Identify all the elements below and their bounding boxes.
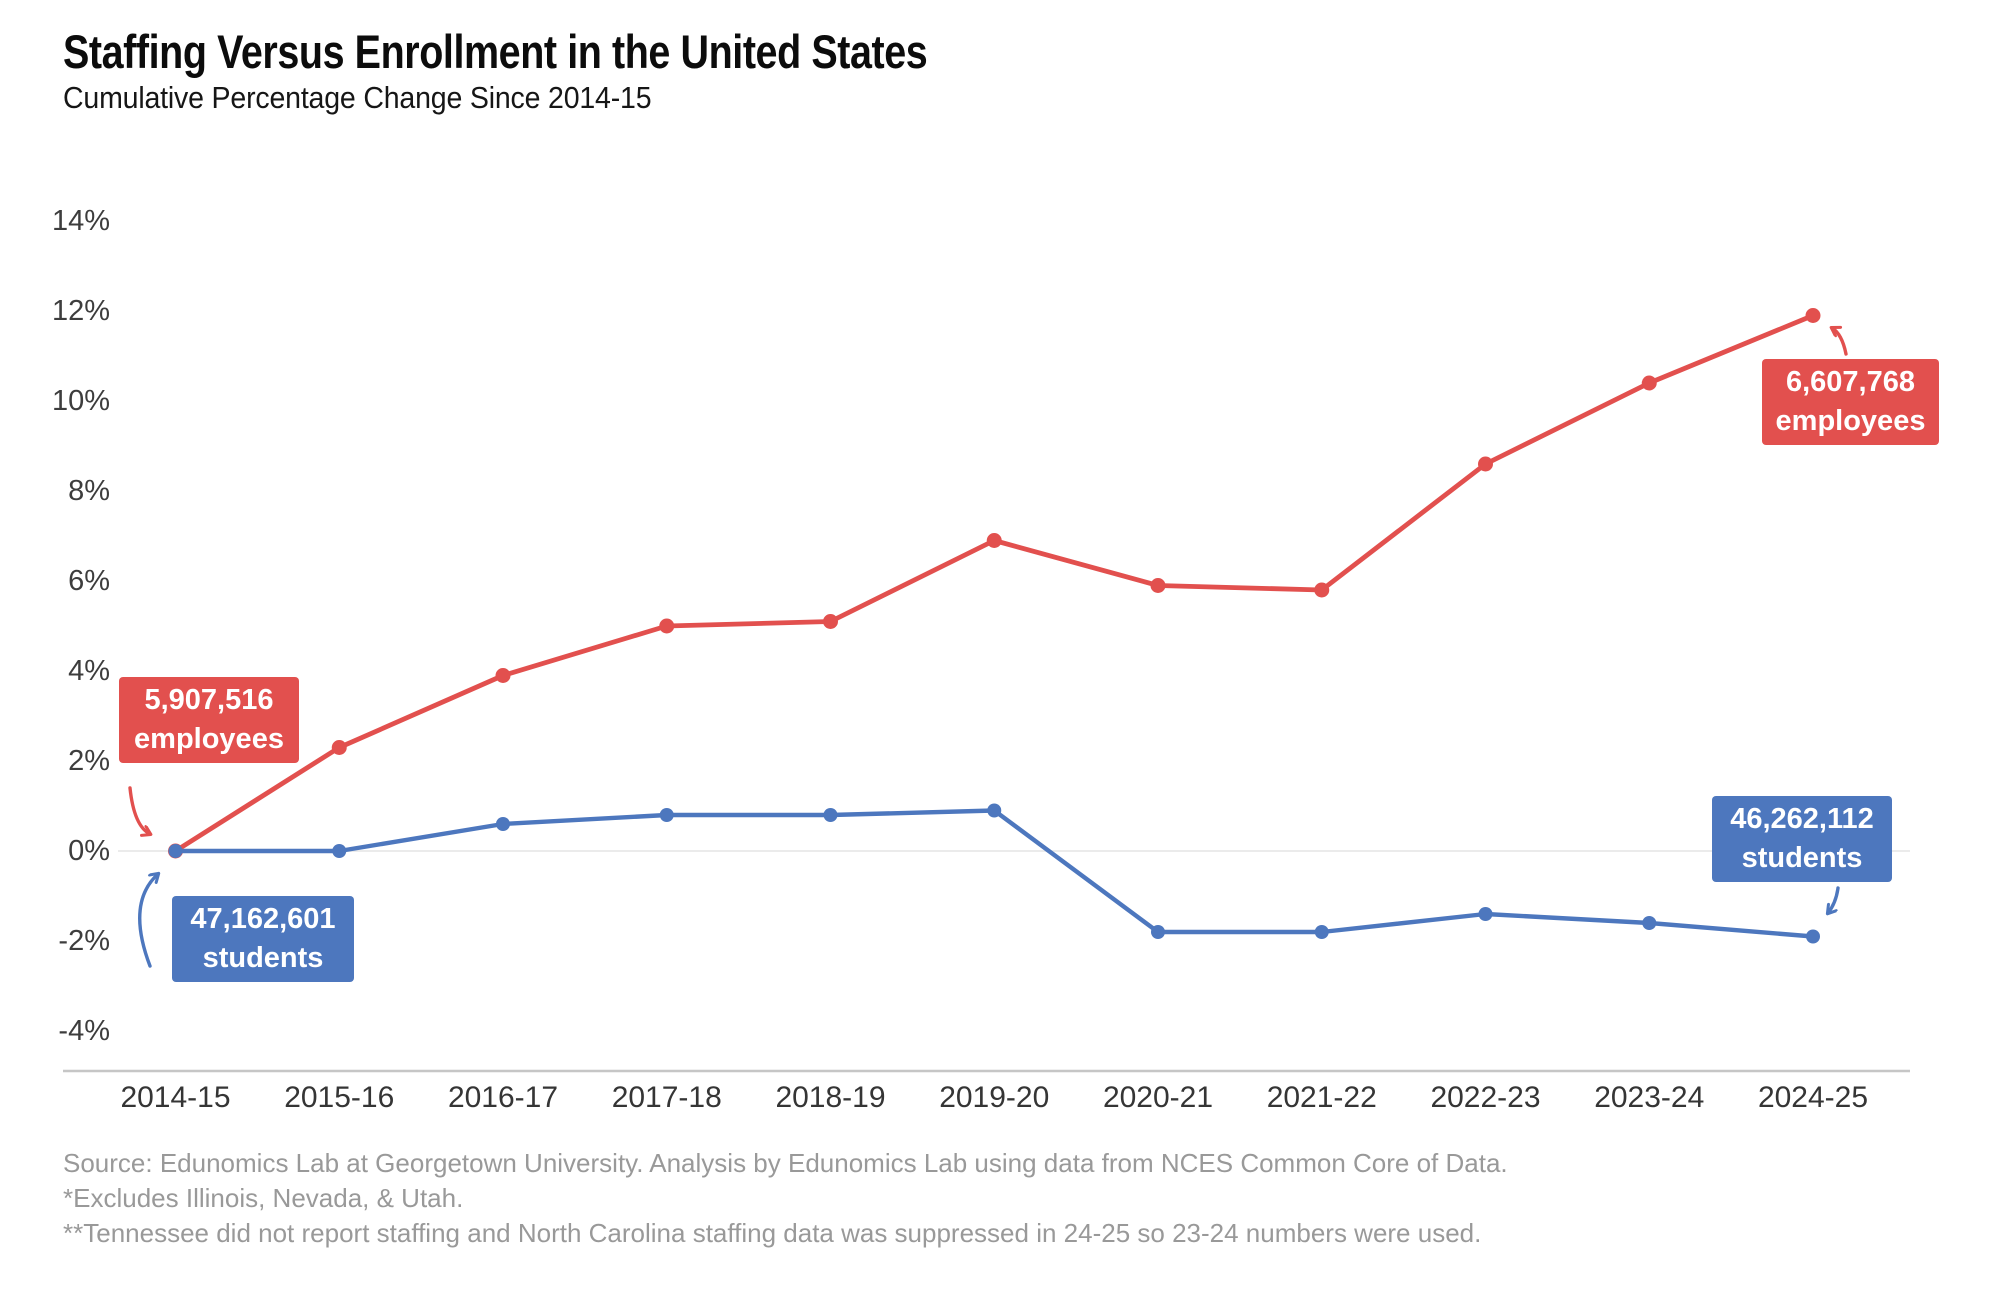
curved-arrow-students-end-icon xyxy=(1828,886,1840,913)
data-point-employees-2015-16 xyxy=(331,740,347,755)
data-point-employees-2022-23 xyxy=(1478,456,1493,472)
callout-unit: employees xyxy=(1775,405,1926,437)
y-tick-label: -2% xyxy=(58,925,110,957)
data-point-students-2019-20 xyxy=(987,803,1002,818)
curved-arrow-employees-end-icon xyxy=(1832,328,1848,356)
callout-employees-end: 6,607,768 employees xyxy=(1762,359,1939,445)
x-tick-label: 2014-15 xyxy=(120,1081,231,1114)
data-point-employees-2023-24 xyxy=(1641,375,1657,391)
y-tick-label: -4% xyxy=(58,1015,110,1047)
page-subtitle: Cumulative Percentage Change Since 2014-… xyxy=(63,80,652,115)
series-students-line xyxy=(173,808,1816,939)
data-point-students-2024-25 xyxy=(1806,929,1820,944)
data-point-students-2018-19 xyxy=(823,808,838,822)
callout-value: 46,262,112 xyxy=(1730,803,1874,835)
data-point-employees-2017-18 xyxy=(659,618,675,634)
y-tick-label: 14% xyxy=(51,205,110,237)
data-point-employees-2016-17 xyxy=(495,668,511,683)
x-tick-label: 2016-17 xyxy=(447,1081,559,1114)
callout-value: 6,607,768 xyxy=(1785,366,1915,398)
callout-students-start: 47,162,601 students xyxy=(172,896,354,982)
footnote-tennessee: **Tennessee did not report staffing and … xyxy=(63,1218,1482,1248)
y-tick-label: 12% xyxy=(51,295,110,327)
footnotes: Source: Edunomics Lab at Georgetown Univ… xyxy=(63,1150,1508,1255)
y-tick-label: 4% xyxy=(68,655,110,687)
data-point-students-2017-18 xyxy=(659,808,674,822)
x-tick-label: 2017-18 xyxy=(611,1081,722,1114)
data-point-students-2015-16 xyxy=(332,844,347,858)
callout-value: 47,162,601 xyxy=(190,903,336,935)
callout-students-end: 46,262,112 students xyxy=(1712,796,1892,882)
chart-series-layer xyxy=(63,308,1910,1073)
x-tick-label: 2021-22 xyxy=(1266,1081,1377,1114)
callout-unit: students xyxy=(202,942,324,974)
data-point-employees-2020-21 xyxy=(1150,578,1166,593)
data-point-students-2020-21 xyxy=(1151,925,1165,939)
footnote-excludes: *Excludes Illinois, Nevada, & Utah. xyxy=(63,1183,464,1213)
x-tick-label: 2020-21 xyxy=(1102,1081,1214,1114)
data-point-students-2022-23 xyxy=(1478,907,1493,921)
callout-unit: employees xyxy=(134,723,284,755)
y-tick-label: 2% xyxy=(68,745,110,777)
y-tick-label: 8% xyxy=(68,475,110,507)
x-tick-label: 2015-16 xyxy=(284,1081,395,1114)
x-tick-label: 2024-25 xyxy=(1757,1081,1869,1114)
y-tick-label: 6% xyxy=(68,565,110,597)
callout-employees-start: 5,907,516 employees xyxy=(119,677,299,763)
callout-value: 5,907,516 xyxy=(144,684,274,716)
data-point-students-2021-22 xyxy=(1314,925,1329,939)
x-tick-label: 2023-24 xyxy=(1594,1081,1705,1114)
x-tick-label: 2022-23 xyxy=(1430,1081,1541,1114)
data-point-employees-2019-20 xyxy=(986,533,1002,548)
page-title: Staffing Versus Enrollment in the United… xyxy=(63,25,928,78)
y-tick-label: 10% xyxy=(51,385,110,417)
data-point-employees-2018-19 xyxy=(823,614,838,629)
data-point-students-2023-24 xyxy=(1642,916,1657,930)
series-employees-line xyxy=(173,313,1816,854)
footnote-source: Source: Edunomics Lab at Georgetown Univ… xyxy=(63,1148,1508,1178)
data-point-employees-2024-25 xyxy=(1805,308,1821,323)
curved-arrow-employees-start-icon xyxy=(128,786,150,834)
x-tick-label: 2018-19 xyxy=(775,1081,886,1114)
callout-unit: students xyxy=(1741,842,1863,874)
data-point-students-2016-17 xyxy=(496,817,510,831)
x-tick-label: 2019-20 xyxy=(939,1081,1050,1114)
data-point-students-2014-15 xyxy=(168,844,183,858)
data-point-employees-2021-22 xyxy=(1314,582,1330,598)
curved-arrow-students-start-icon xyxy=(138,874,158,968)
y-tick-label: 0% xyxy=(68,835,110,867)
